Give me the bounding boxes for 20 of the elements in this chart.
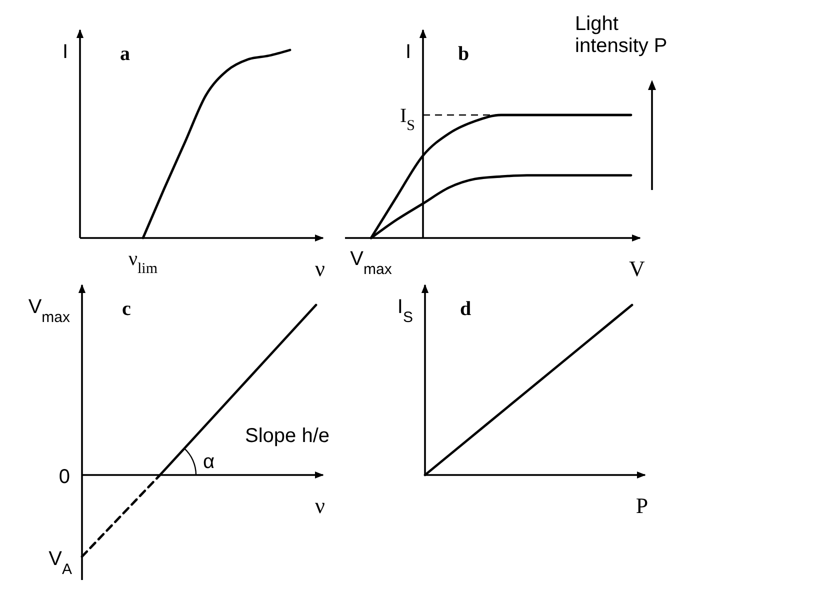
- y-axis-title: I$_{S}$: [397, 296, 413, 326]
- chart-title: b: [458, 43, 470, 65]
- text: 0: [58, 466, 70, 488]
- text: Light intensity P: [575, 13, 668, 57]
- text: V$_{max}$: [350, 248, 392, 278]
- ref-line-label: I$_{S}$: [400, 105, 415, 134]
- x-axis-title: ν: [315, 256, 326, 281]
- chart-title: a: [120, 43, 130, 65]
- chart-title: d: [460, 298, 472, 320]
- x-axis-title: ν: [315, 493, 326, 518]
- annotation: Slope h/e: [245, 425, 330, 447]
- x-axis-title: V: [629, 256, 646, 281]
- y-axis-title: V$_{max}$: [28, 296, 70, 326]
- annotation: α: [203, 451, 215, 473]
- x-axis-title: P: [636, 493, 648, 518]
- text: ν$_{lim}$: [128, 248, 158, 277]
- y-axis-title: I: [405, 41, 411, 63]
- chart-title: c: [122, 298, 131, 320]
- text: V$_{A}$: [48, 548, 72, 578]
- y-axis-title: I: [62, 41, 68, 63]
